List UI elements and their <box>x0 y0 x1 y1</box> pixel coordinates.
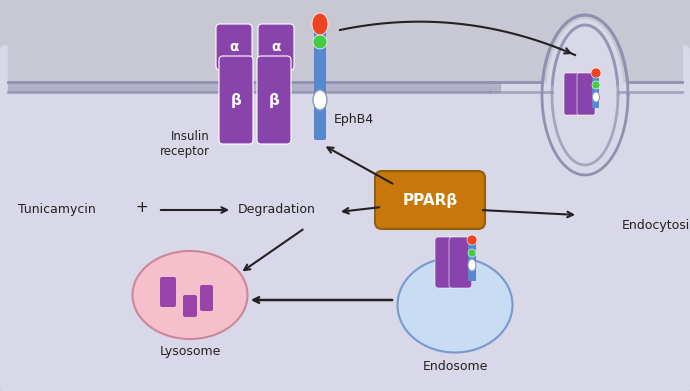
FancyBboxPatch shape <box>183 295 197 317</box>
Text: β: β <box>230 93 241 108</box>
Ellipse shape <box>593 92 600 102</box>
FancyBboxPatch shape <box>219 56 253 144</box>
Polygon shape <box>547 20 623 170</box>
Text: PPARβ: PPARβ <box>402 192 457 208</box>
Text: EphB4: EphB4 <box>334 113 374 127</box>
Ellipse shape <box>132 251 248 339</box>
FancyBboxPatch shape <box>375 171 485 229</box>
Text: Endocytosis: Endocytosis <box>622 219 690 231</box>
Text: α: α <box>229 40 239 54</box>
Circle shape <box>591 68 601 78</box>
Ellipse shape <box>397 258 513 353</box>
FancyBboxPatch shape <box>468 239 476 281</box>
FancyBboxPatch shape <box>435 237 457 288</box>
Circle shape <box>467 235 477 245</box>
FancyBboxPatch shape <box>0 45 690 391</box>
Ellipse shape <box>468 259 476 271</box>
FancyBboxPatch shape <box>592 74 599 108</box>
Text: Lysosome: Lysosome <box>159 345 221 358</box>
FancyBboxPatch shape <box>564 73 582 115</box>
FancyBboxPatch shape <box>200 285 213 311</box>
FancyBboxPatch shape <box>160 277 176 307</box>
FancyBboxPatch shape <box>216 24 252 70</box>
Text: α: α <box>271 40 281 54</box>
Text: Endosome: Endosome <box>422 360 488 373</box>
Text: +: + <box>136 201 148 215</box>
Text: Insulin
receptor: Insulin receptor <box>160 130 210 158</box>
FancyBboxPatch shape <box>258 24 294 70</box>
Polygon shape <box>547 20 623 170</box>
Circle shape <box>313 35 327 49</box>
Bar <box>0 0 690 82</box>
Circle shape <box>592 81 600 89</box>
Polygon shape <box>547 20 623 170</box>
Ellipse shape <box>313 90 327 110</box>
Text: Degradation: Degradation <box>238 203 316 217</box>
FancyBboxPatch shape <box>577 73 595 115</box>
FancyBboxPatch shape <box>449 237 472 288</box>
Ellipse shape <box>312 13 328 35</box>
FancyBboxPatch shape <box>257 56 291 144</box>
Text: β: β <box>268 93 279 108</box>
Circle shape <box>468 249 476 257</box>
FancyBboxPatch shape <box>314 26 326 140</box>
Text: Tunicamycin: Tunicamycin <box>18 203 96 217</box>
